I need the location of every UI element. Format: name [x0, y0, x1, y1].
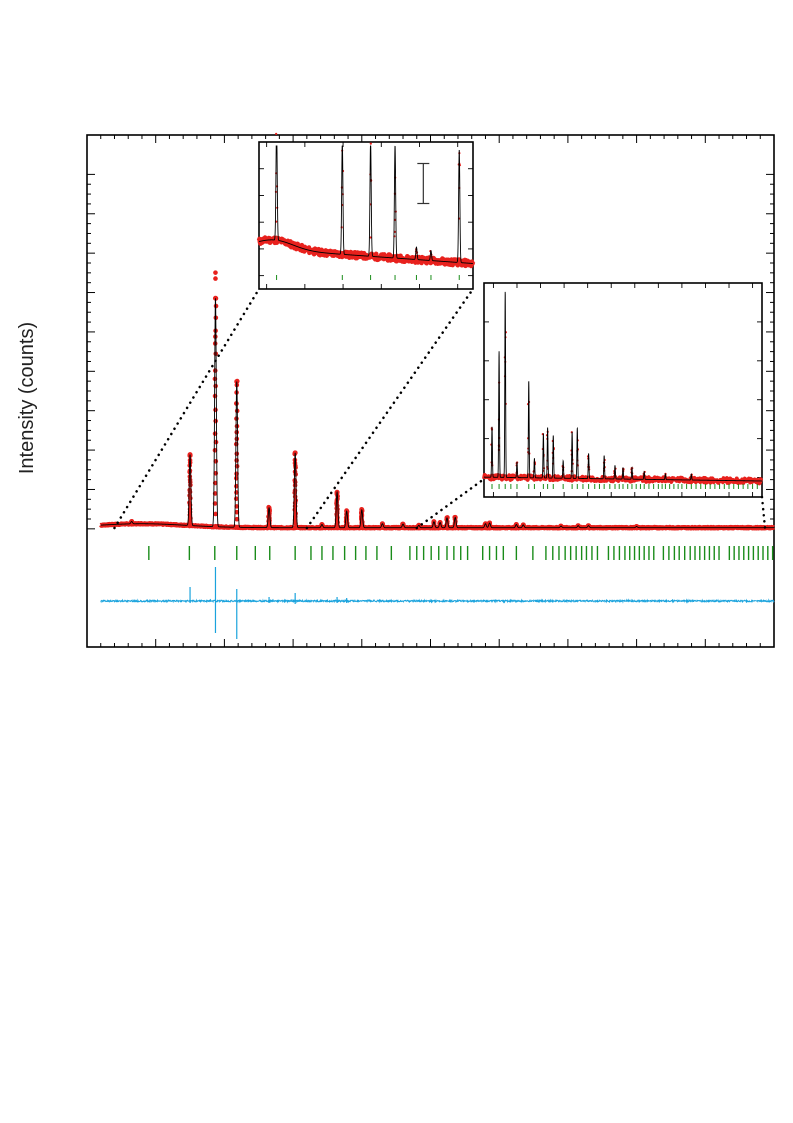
observed-point: [234, 504, 240, 509]
observed-point: [234, 436, 240, 442]
zoom-connectors: [113, 287, 767, 530]
y-axis-label: Intensity (counts): [16, 322, 38, 474]
observed-point: [234, 509, 240, 515]
connector-line: [760, 495, 767, 530]
inset-border: [483, 282, 763, 498]
connector-line: [415, 477, 486, 530]
observed-point: [213, 439, 219, 445]
inset-high-angle: [482, 282, 764, 498]
connector-line: [113, 287, 261, 530]
inset-low-angle: [256, 132, 476, 290]
observed-point: [234, 451, 240, 457]
inset-border: [258, 141, 474, 290]
observed-point: [187, 519, 193, 524]
main-plot-frame: [86, 134, 775, 648]
observed-point: [213, 383, 218, 389]
inset-observed-point: [369, 142, 372, 145]
inset-calculated-profile: [484, 291, 762, 482]
observed-point: [212, 368, 218, 373]
connector-line: [305, 287, 475, 530]
observed-point: [292, 483, 298, 488]
observed-point: [213, 276, 218, 281]
inset-observed-point: [369, 236, 372, 239]
calculated-profile: [100, 298, 774, 529]
difference-curve: [100, 598, 775, 604]
observed-point: [213, 407, 218, 413]
inset-calculated-profile: [258, 145, 473, 264]
observed-point: [234, 516, 240, 522]
observed-point: [213, 270, 218, 275]
observed-point: [213, 511, 218, 517]
observed-point: [234, 429, 240, 435]
inset-observed-point: [275, 132, 278, 135]
observed-point: [234, 423, 240, 429]
main-plot-series: [98, 270, 776, 639]
